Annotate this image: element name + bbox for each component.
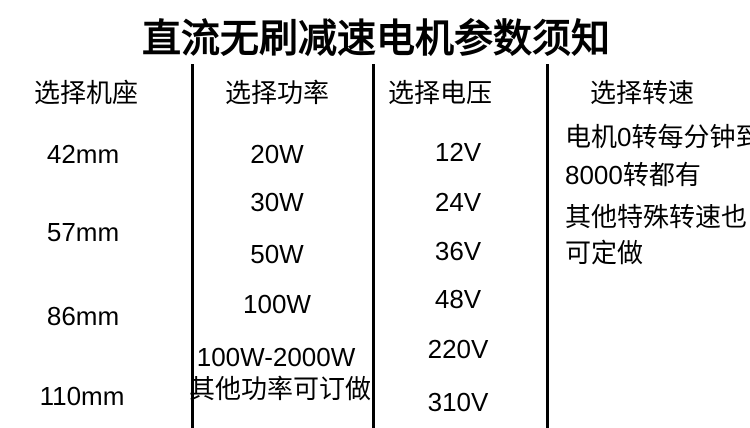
power-option-30w: 30W: [250, 187, 304, 217]
speed-note-line-1: 电机0转每分钟到: [565, 122, 750, 152]
voltage-option-48v: 48V: [434, 284, 482, 314]
voltage-option-36v: 36V: [434, 236, 482, 266]
column-divider-3: [546, 64, 549, 428]
speed-note-line-4: 可定做: [565, 238, 644, 268]
page-title: 直流无刷减速电机参数须知: [141, 18, 611, 61]
voltage-option-24v: 24V: [434, 187, 482, 217]
column-divider-1: [191, 64, 194, 428]
power-custom-note: 其他功率可订做: [188, 374, 372, 404]
power-option-100w: 100W: [243, 289, 311, 319]
frame-option-57mm: 57mm: [46, 217, 120, 247]
power-column-header: 选择功率: [224, 78, 330, 108]
power-option-range: 100W-2000W: [196, 342, 356, 372]
column-divider-2: [372, 64, 375, 428]
voltage-option-310v: 310V: [427, 387, 489, 417]
frame-option-42mm: 42mm: [46, 139, 120, 169]
frame-column-header: 选择机座: [33, 78, 139, 108]
frame-option-86mm: 86mm: [46, 301, 120, 331]
speed-column-header: 选择转速: [589, 78, 695, 108]
power-option-20w: 20W: [250, 139, 304, 169]
voltage-option-220v: 220V: [427, 334, 489, 364]
voltage-option-12v: 12V: [434, 137, 482, 167]
frame-option-110mm: 110mm: [39, 381, 125, 411]
speed-note-line-2: 8000转都有: [565, 160, 701, 190]
power-option-50w: 50W: [250, 239, 304, 269]
speed-note-line-3: 其他特殊转速也: [565, 202, 748, 232]
voltage-column-header: 选择电压: [387, 78, 493, 108]
